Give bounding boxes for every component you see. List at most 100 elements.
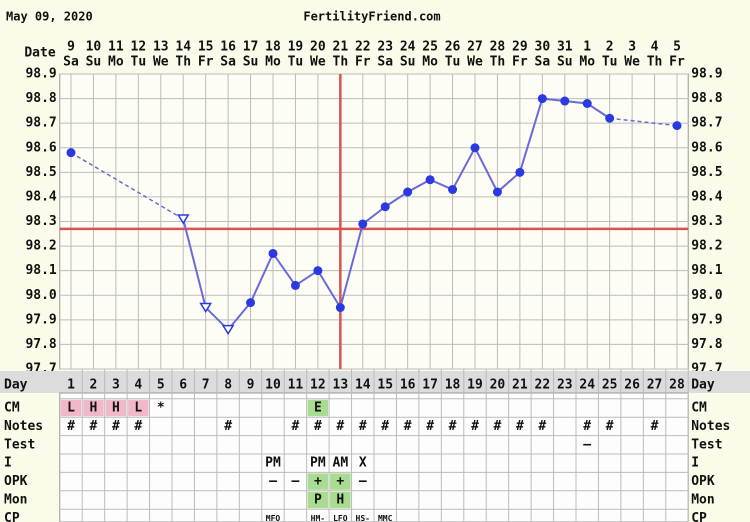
row-label: Day — [4, 378, 28, 393]
date-day: 10 — [86, 40, 102, 55]
cycle-day: 26 — [624, 378, 640, 393]
date-weekday: Sa — [220, 55, 236, 70]
cell-text: PM — [265, 456, 281, 471]
cell-fill — [105, 399, 127, 417]
gap-connector — [70, 152, 184, 220]
date-day: 4 — [651, 40, 659, 55]
y-tick-label-right: 98.8 — [691, 91, 722, 106]
cell-text: HS- — [356, 514, 370, 522]
cycle-day: 17 — [422, 378, 438, 393]
cell-text: # — [359, 419, 367, 434]
row-label-right: Notes — [691, 419, 730, 434]
temperature-point — [470, 143, 480, 153]
cycle-day: 15 — [377, 378, 393, 393]
date-weekday: Tu — [131, 55, 147, 70]
temperature-point — [313, 266, 323, 276]
y-tick-label: 98.0 — [25, 288, 56, 303]
chart-date: May 09, 2020 — [6, 10, 93, 24]
date-weekday: Tu — [602, 55, 618, 70]
cell-text: – — [583, 437, 591, 452]
cell-text: # — [336, 419, 344, 434]
cell-text: LFO — [333, 514, 348, 522]
cell-text: # — [538, 419, 546, 434]
cell-text: HM- — [311, 514, 325, 522]
date-day: 12 — [131, 40, 147, 55]
cell-fill — [307, 399, 329, 417]
cell-text: + — [314, 474, 322, 489]
cycle-day: 2 — [90, 378, 98, 393]
cycle-day: 11 — [288, 378, 304, 393]
date-day: 22 — [355, 40, 371, 55]
cell-fill — [128, 399, 149, 417]
y-tick-label-right: 98.1 — [691, 263, 722, 278]
gap-connector — [609, 117, 678, 127]
cycle-day: 13 — [333, 378, 349, 393]
row-label: Test — [4, 437, 35, 452]
date-day: 16 — [220, 40, 236, 55]
cell-text: # — [494, 419, 502, 434]
y-tick-label-right: 97.8 — [691, 337, 722, 352]
cell-fill — [83, 399, 104, 417]
cell-text: # — [404, 419, 412, 434]
cycle-day: 3 — [112, 378, 120, 393]
cycle-day: 14 — [355, 378, 371, 393]
date-weekday: Tu — [445, 55, 461, 70]
date-day: 13 — [153, 40, 169, 55]
row-label-right: Day — [691, 378, 715, 393]
cell-text: # — [606, 419, 614, 434]
date-weekday: Mo — [422, 55, 438, 70]
y-tick-label-right: 97.9 — [691, 312, 722, 327]
cell-text: MMC — [378, 514, 393, 522]
cycle-day: 18 — [445, 378, 461, 393]
cycle-day: 27 — [647, 378, 663, 393]
cell-text: MFO — [266, 514, 281, 522]
y-tick-label: 97.8 — [25, 337, 56, 352]
y-tick-label-right: 98.2 — [691, 239, 722, 254]
y-tick-label-right: 98.5 — [691, 165, 722, 180]
cycle-day: 9 — [247, 378, 255, 393]
cell-text: # — [67, 419, 75, 434]
cycle-day: 6 — [179, 378, 187, 393]
temperature-point — [66, 148, 76, 158]
date-day: 31 — [557, 40, 573, 55]
date-weekday: Su — [243, 55, 259, 70]
y-tick-label: 98.3 — [25, 214, 56, 229]
temperature-point — [199, 302, 213, 313]
date-day: 29 — [512, 40, 528, 55]
date-weekday: Fr — [198, 55, 214, 70]
temperature-point — [425, 175, 435, 185]
temperature-point — [268, 248, 278, 258]
date-day: 11 — [108, 40, 124, 55]
y-tick-label-right: 98.6 — [691, 140, 722, 155]
cycle-day: 19 — [467, 378, 483, 393]
date-weekday: Fr — [355, 55, 371, 70]
date-day: 25 — [422, 40, 438, 55]
temperature-point — [560, 96, 570, 106]
row-label-right: CP — [691, 511, 707, 522]
date-day: 26 — [445, 40, 461, 55]
day-row — [0, 371, 750, 393]
cycle-day: 20 — [490, 378, 506, 393]
cell-text: + — [336, 474, 344, 489]
date-day: 15 — [198, 40, 214, 55]
date-day: 23 — [377, 40, 393, 55]
date-weekday: Su — [557, 55, 573, 70]
y-tick-label-right: 98.0 — [691, 288, 722, 303]
cell-text: # — [224, 419, 232, 434]
cell-text: AM — [333, 456, 349, 471]
y-tick-label-right: 98.7 — [691, 116, 722, 131]
temperature-point — [290, 280, 300, 290]
date-weekday: We — [624, 55, 640, 70]
date-weekday: Tu — [288, 55, 304, 70]
cycle-day: 8 — [224, 378, 232, 393]
date-day: 5 — [673, 40, 681, 55]
date-day: 20 — [310, 40, 326, 55]
date-day: 30 — [535, 40, 551, 55]
row-label: Notes — [4, 419, 43, 434]
row-label-right: Mon — [691, 493, 714, 508]
cycle-day: 25 — [602, 378, 618, 393]
cell-fill — [307, 473, 329, 490]
date-weekday: Su — [400, 55, 416, 70]
cycle-day: 23 — [557, 378, 573, 393]
cell-text: # — [90, 419, 98, 434]
